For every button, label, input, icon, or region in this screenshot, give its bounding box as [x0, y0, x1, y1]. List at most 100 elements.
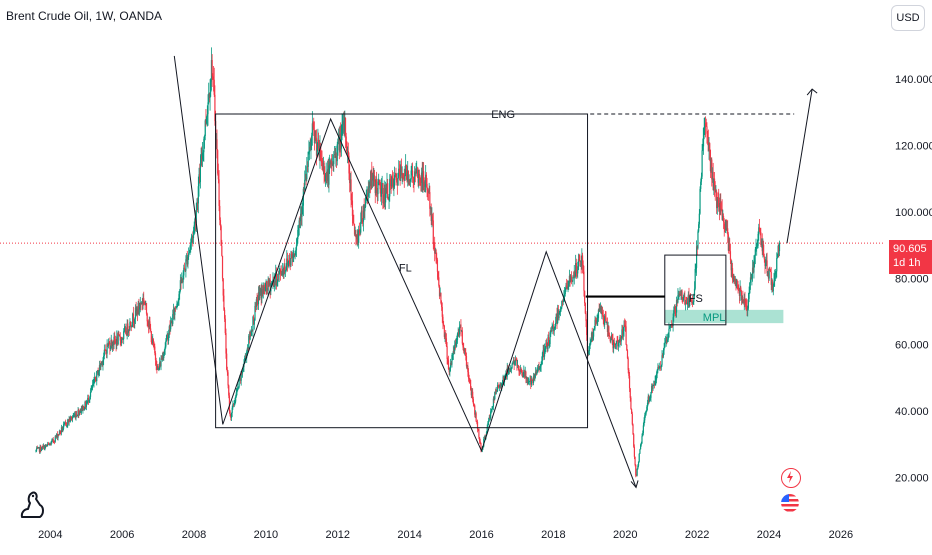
candle-body	[669, 327, 671, 329]
candle-body	[291, 253, 293, 255]
candle-body	[143, 301, 146, 303]
lightning-icon[interactable]	[781, 468, 801, 488]
candle-body	[98, 371, 100, 376]
candle-body	[425, 174, 427, 186]
x-tick-label: 2022	[685, 529, 709, 541]
candle-body	[617, 340, 620, 347]
candle-body	[528, 380, 530, 382]
candle-body	[190, 242, 192, 247]
candle-body	[406, 168, 408, 182]
candle-body	[449, 362, 452, 369]
candle-body	[363, 205, 365, 212]
candle-body	[664, 341, 667, 343]
candle-body	[179, 280, 181, 291]
candle-body	[511, 364, 513, 368]
candle-body	[55, 436, 57, 438]
candle-body	[501, 382, 503, 384]
candle-body	[630, 397, 632, 410]
candle-body	[647, 396, 649, 403]
candle-body	[388, 196, 390, 200]
candle-body	[682, 296, 685, 301]
y-tick-label: 60.000	[895, 340, 929, 352]
candle-body	[755, 247, 757, 250]
candle-body	[181, 278, 184, 283]
candle-body	[425, 174, 427, 184]
currency-button[interactable]: USD	[891, 5, 925, 31]
candle-body	[563, 294, 566, 297]
candle-body	[41, 446, 43, 450]
candle-body	[758, 227, 761, 232]
candle-body	[127, 323, 129, 333]
candle-body	[562, 301, 564, 302]
candle-body	[241, 371, 244, 374]
candle-body	[129, 321, 131, 331]
candle-body	[259, 288, 262, 293]
candle-body	[694, 268, 696, 289]
candle-body	[521, 371, 523, 374]
candle-body	[682, 299, 684, 301]
candle-body	[532, 375, 535, 384]
candle-body	[543, 350, 545, 357]
candle-body	[519, 371, 521, 373]
candle-body	[84, 401, 86, 410]
candle-body	[177, 302, 179, 304]
candle-body	[136, 308, 138, 311]
candle-body	[409, 180, 411, 182]
candle-body	[673, 306, 676, 311]
candle-body	[347, 151, 349, 156]
candle-body	[350, 179, 352, 201]
candle-body	[695, 246, 698, 268]
candle-body	[662, 355, 664, 357]
candle-body	[194, 218, 196, 226]
candle-body	[485, 431, 488, 436]
candle-body	[411, 170, 414, 178]
candle-body	[351, 200, 353, 201]
candle-body	[374, 181, 376, 194]
candle-body	[552, 326, 554, 328]
candle-body	[716, 191, 718, 209]
candle-body	[428, 192, 430, 193]
candle-body	[467, 365, 469, 373]
candle-body	[38, 447, 40, 448]
candle-body	[588, 351, 590, 354]
candle-body	[385, 189, 387, 193]
candle-body	[496, 389, 498, 392]
candle-body	[160, 358, 162, 367]
candle-body	[193, 225, 195, 231]
candle-body	[719, 202, 721, 212]
candle-body	[56, 434, 58, 438]
candle-body	[277, 273, 280, 275]
candle-body	[533, 375, 535, 378]
candle-body	[216, 139, 218, 151]
target-arrowhead	[806, 88, 818, 96]
candle-body	[232, 403, 234, 408]
candle-body	[329, 161, 331, 165]
candle-body	[729, 251, 732, 260]
candle-body	[602, 311, 604, 316]
candle-body	[723, 222, 725, 228]
candle-body	[261, 289, 263, 299]
candle-body	[599, 306, 602, 310]
candle-body	[490, 410, 492, 412]
candle-body	[85, 403, 87, 408]
candle-body	[185, 257, 188, 260]
us-flag-icon[interactable]	[781, 494, 799, 512]
candle-body	[408, 180, 410, 184]
candle-body	[384, 187, 386, 203]
candle-body	[355, 237, 358, 240]
candle-body	[459, 324, 461, 327]
candle-body	[328, 165, 330, 185]
candle-body	[395, 173, 397, 179]
candle-body	[548, 344, 550, 346]
candle-body	[610, 338, 612, 342]
candle-body	[209, 92, 211, 98]
candle-body	[376, 189, 378, 195]
candle-body	[708, 143, 710, 152]
tradingview-logo-icon[interactable]	[16, 487, 50, 521]
candle-body	[420, 172, 423, 183]
candle-body	[76, 415, 78, 417]
candle-body	[530, 378, 532, 385]
candle-body	[608, 335, 611, 337]
